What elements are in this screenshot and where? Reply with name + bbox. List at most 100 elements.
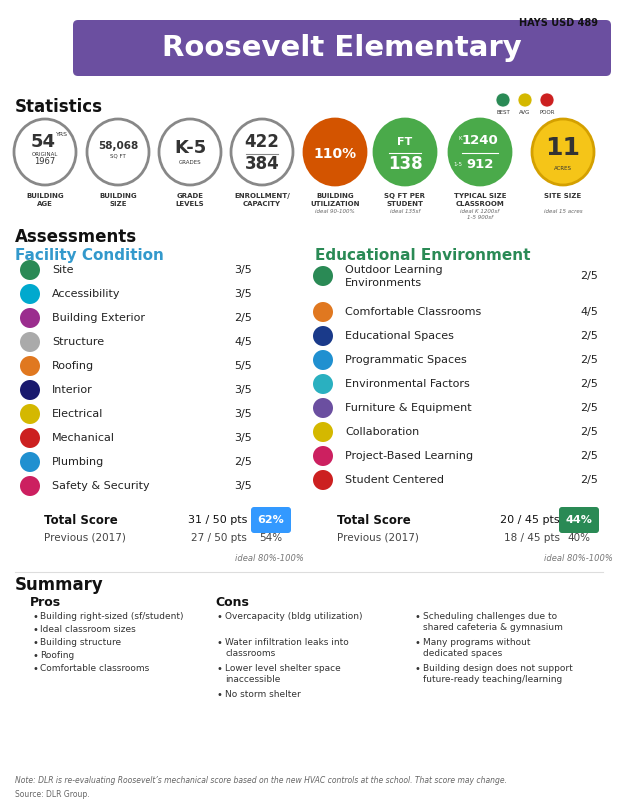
Text: Collaboration: Collaboration (345, 427, 419, 437)
Text: 2/5: 2/5 (580, 271, 598, 281)
Text: Roosevelt Elementary: Roosevelt Elementary (162, 34, 522, 62)
Text: 4/5: 4/5 (234, 337, 252, 347)
Text: Educational Spaces: Educational Spaces (345, 331, 454, 341)
Text: 20 / 45 pts: 20 / 45 pts (501, 515, 560, 525)
Text: Previous (2017): Previous (2017) (44, 533, 126, 543)
Text: 1240: 1240 (462, 134, 498, 146)
Text: BUILDING
UTILIZATION: BUILDING UTILIZATION (310, 193, 360, 206)
Text: Previous (2017): Previous (2017) (337, 533, 419, 543)
Circle shape (518, 93, 532, 107)
Text: Outdoor Learning: Outdoor Learning (345, 265, 442, 275)
Text: ideal K 1200sf
1-5 900sf: ideal K 1200sf 1-5 900sf (460, 209, 499, 220)
Text: 4/5: 4/5 (580, 307, 598, 317)
Text: Facility Condition: Facility Condition (15, 248, 164, 263)
Ellipse shape (304, 119, 366, 185)
Text: 2/5: 2/5 (580, 355, 598, 365)
Text: •: • (217, 664, 223, 674)
Circle shape (313, 302, 333, 322)
Text: Student Centered: Student Centered (345, 475, 444, 485)
Text: 58,068: 58,068 (98, 141, 138, 151)
Text: Ideal classroom sizes: Ideal classroom sizes (40, 625, 136, 634)
Text: •: • (415, 612, 421, 622)
Text: Statistics: Statistics (15, 98, 103, 116)
Text: Site: Site (52, 265, 74, 275)
Circle shape (20, 356, 40, 376)
Circle shape (20, 428, 40, 448)
Text: 422: 422 (245, 133, 279, 151)
Text: Accessibility: Accessibility (52, 289, 121, 299)
Text: POOR: POOR (540, 110, 555, 115)
Text: Scheduling challenges due to
shared cafeteria & gymnasium: Scheduling challenges due to shared cafe… (423, 612, 563, 632)
Text: 2/5: 2/5 (234, 457, 252, 467)
FancyBboxPatch shape (251, 507, 291, 533)
Text: K: K (459, 135, 462, 141)
Text: •: • (32, 638, 38, 648)
Circle shape (20, 332, 40, 352)
Text: Pros: Pros (30, 596, 61, 609)
Text: ORIGINAL: ORIGINAL (32, 151, 58, 157)
Text: ideal 90-100%: ideal 90-100% (315, 209, 355, 214)
Text: 2/5: 2/5 (580, 427, 598, 437)
Text: Structure: Structure (52, 337, 104, 347)
Text: Note: DLR is re-evaluating Roosevelt’s mechanical score based on the new HVAC co: Note: DLR is re-evaluating Roosevelt’s m… (15, 776, 507, 785)
Text: 54: 54 (30, 133, 56, 151)
Text: •: • (415, 664, 421, 674)
Text: Overcapacity (bldg utilization): Overcapacity (bldg utilization) (225, 612, 363, 621)
Text: 5/5: 5/5 (234, 361, 252, 371)
Ellipse shape (159, 119, 221, 185)
Text: 44%: 44% (565, 515, 593, 525)
Text: •: • (32, 625, 38, 635)
Text: Source: DLR Group.: Source: DLR Group. (15, 790, 90, 799)
Text: 2/5: 2/5 (580, 331, 598, 341)
Text: Programmatic Spaces: Programmatic Spaces (345, 355, 467, 365)
Text: BUILDING
SIZE: BUILDING SIZE (99, 193, 137, 206)
Text: Comfortable Classrooms: Comfortable Classrooms (345, 307, 481, 317)
Text: 3/5: 3/5 (234, 409, 252, 419)
Text: Comfortable classrooms: Comfortable classrooms (40, 664, 150, 673)
Text: GRADE
LEVELS: GRADE LEVELS (176, 193, 205, 206)
Text: 40%: 40% (567, 533, 591, 543)
Text: 138: 138 (387, 155, 422, 173)
Circle shape (313, 398, 333, 418)
Text: ideal 135sf: ideal 135sf (390, 209, 420, 214)
Text: Assessments: Assessments (15, 228, 137, 246)
Circle shape (20, 308, 40, 328)
Text: AVG: AVG (519, 110, 531, 115)
Text: Total Score: Total Score (44, 514, 118, 526)
Text: 384: 384 (245, 155, 279, 173)
Text: Roofing: Roofing (40, 651, 74, 660)
Text: •: • (217, 612, 223, 622)
Text: Many programs without
dedicated spaces: Many programs without dedicated spaces (423, 638, 530, 658)
Text: Safety & Security: Safety & Security (52, 481, 150, 491)
Text: 11: 11 (546, 136, 580, 160)
Text: Project-Based Learning: Project-Based Learning (345, 451, 473, 461)
Text: Roofing: Roofing (52, 361, 94, 371)
Circle shape (313, 422, 333, 442)
Ellipse shape (449, 119, 511, 185)
Text: TYPICAL SIZE
CLASSROOM: TYPICAL SIZE CLASSROOM (454, 193, 506, 206)
Text: ideal 80%-100%: ideal 80%-100% (544, 554, 612, 563)
Text: Summary: Summary (15, 576, 104, 594)
Text: Mechanical: Mechanical (52, 433, 115, 443)
Text: Water infiltration leaks into
classrooms: Water infiltration leaks into classrooms (225, 638, 349, 658)
Text: HAYS USD 489: HAYS USD 489 (519, 18, 598, 28)
Ellipse shape (14, 119, 76, 185)
Ellipse shape (532, 119, 594, 185)
Text: Environmental Factors: Environmental Factors (345, 379, 470, 389)
Text: Cons: Cons (215, 596, 249, 609)
Circle shape (313, 446, 333, 466)
FancyBboxPatch shape (73, 20, 611, 76)
Circle shape (496, 93, 510, 107)
Ellipse shape (231, 119, 293, 185)
Text: No storm shelter: No storm shelter (225, 690, 301, 699)
Text: 18 / 45 pts: 18 / 45 pts (504, 533, 560, 543)
Text: 1967: 1967 (35, 158, 56, 166)
Circle shape (20, 380, 40, 400)
Circle shape (20, 404, 40, 424)
Text: FT: FT (397, 137, 413, 147)
Circle shape (20, 476, 40, 496)
Text: 3/5: 3/5 (234, 481, 252, 491)
Text: 3/5: 3/5 (234, 289, 252, 299)
Text: Total Score: Total Score (337, 514, 411, 526)
Circle shape (20, 284, 40, 304)
